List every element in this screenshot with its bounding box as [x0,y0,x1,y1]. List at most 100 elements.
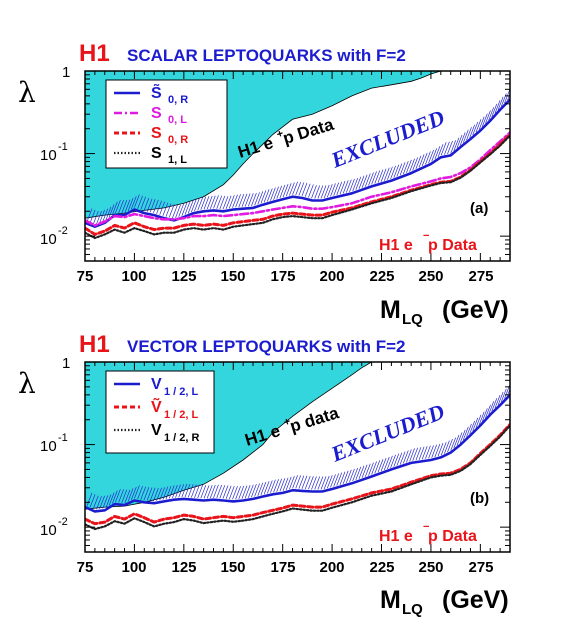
hatch-mark [428,149,434,164]
hatch-mark [317,476,324,490]
hatch-mark [450,140,457,154]
hatch-mark [352,467,359,482]
hatch-mark [425,445,431,459]
hatch-mark [308,184,314,198]
hatch-mark [304,183,311,197]
annotation-eplus-sup: + [282,416,292,429]
hatch-mark [345,179,352,193]
hatch-mark [317,185,324,199]
annotation-eminus-tail: p Data [428,528,477,545]
legend-entry-sub: 1 / 2, L [164,386,199,398]
hatch-mark [254,483,260,497]
hatch-mark [276,478,283,492]
hatch-mark [146,487,153,501]
hatch-mark [216,484,223,499]
hatch-mark [251,192,257,207]
hatch-mark [228,195,235,209]
hatch-mark [390,165,396,180]
hatch-mark [478,411,485,425]
legend-entry-sub: 1, L [168,154,187,166]
hatch-mark [333,182,340,196]
legend-entry-label: V [151,376,162,393]
hatch-mark [469,420,476,435]
hatch-mark [485,404,491,419]
hatch-mark [102,208,109,222]
y-tick-labels: 1 10 -1 10 -2 [40,355,70,539]
hatch-mark [165,203,172,217]
annotation-excluded: EXCLUDED [327,105,448,173]
hatch-mark [472,121,479,136]
hatch-mark [383,456,390,471]
hatch-mark [301,182,308,197]
hatch-mark [99,209,105,224]
hatch-mark [89,209,96,224]
hatch-mark [425,151,431,165]
hatch-mark [181,202,188,216]
hatch-mark [393,164,400,178]
hatch-mark [361,174,368,188]
hatch-mark [124,489,131,504]
legend-entry-label: Ṽ [151,396,162,416]
hatch-mark [159,487,166,501]
h1-logo-label: H1 [79,40,110,67]
y-tick-label-10-2-exp: -2 [58,516,68,528]
hatch-mark [222,485,229,499]
hatch-mark [137,195,143,209]
legend-entry-label: V [151,422,162,439]
hatch-mark [311,476,317,490]
x-axis-label: M LQ (GeV) [380,586,509,618]
hatch-mark [121,199,128,214]
hatch-mark [434,146,441,160]
hatch-mark [352,177,359,192]
hatch-mark [333,473,340,487]
hatch-mark [282,183,289,198]
series-line-3 [85,424,510,531]
hatch-mark [209,484,216,499]
hatch-mark [497,96,504,111]
hatch-mark [184,201,191,215]
hatch-mark [339,180,346,195]
hatch-mark [387,166,393,180]
hatch-mark [304,475,311,490]
hatch-mark [396,452,403,466]
series-line-2 [85,131,510,227]
hatch-mark [247,484,254,498]
hatch-mark [115,199,121,214]
y-tick-label-10-1-exp: -1 [58,141,68,153]
hatch-mark [190,484,197,498]
axis-ticks [85,362,511,553]
hatch-mark [96,210,102,225]
hatch-mark [342,470,349,484]
hatch-mark [140,486,147,500]
hatch-mark [206,195,213,210]
annotation-excluded: EXCLUDED [327,399,448,467]
hatch-mark [257,191,264,205]
hatch-mark [143,487,150,501]
hatch-mark [456,134,463,149]
hatch-mark [187,484,194,498]
hatch-mark [260,190,267,204]
hatch-mark [175,204,181,219]
y-tick-label-10-2-base: 10 [40,522,57,539]
hatch-mark [92,495,99,509]
hatch-mark [197,197,204,211]
hatch-mark [134,485,140,499]
x-tick-label: 175 [270,268,295,285]
y-tick-label-10-1-exp: -1 [58,432,68,444]
x-tick-label: 150 [220,559,245,576]
hatch-mark [314,476,321,490]
hatch-mark [358,465,365,479]
legend-entry-sub: 1 / 2, R [164,432,200,444]
legend-entry-sub: 0, R [168,134,188,146]
y-axis-label: λ [18,367,36,400]
h1-logo-label: H1 [79,331,110,358]
hatch-mark [330,183,336,197]
series-line-2 [85,423,510,526]
hatch-mark [238,485,245,500]
hatch-mark [118,489,124,503]
x-tick-labels: 75 100 125 150 175 200 225 250 275 [77,268,494,285]
hatch-mark [459,132,466,146]
hatch-mark [273,186,279,200]
hatch-mark [270,479,276,493]
